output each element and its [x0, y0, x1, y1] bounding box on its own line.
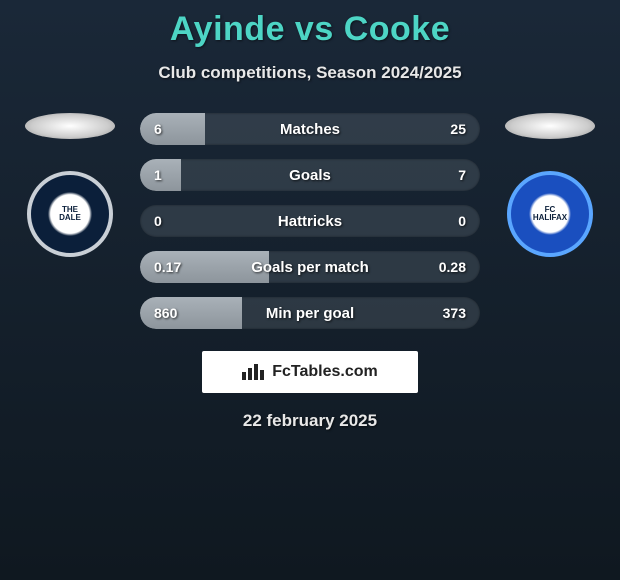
stat-right-value: 0.28	[439, 251, 466, 283]
right-player-col: FC HALIFAX	[490, 113, 610, 343]
club-badge-left-label: THE DALE	[51, 206, 90, 222]
stat-right-value: 25	[450, 113, 466, 145]
player-photo-placeholder-left	[25, 113, 115, 139]
stat-row: 860 Min per goal 373	[140, 297, 480, 329]
stat-label: Hattricks	[140, 205, 480, 237]
stat-row: 0.17 Goals per match 0.28	[140, 251, 480, 283]
stat-label: Goals	[140, 159, 480, 191]
stat-label: Min per goal	[140, 297, 480, 329]
comparison-panel: THE DALE 6 Matches 25 1 Goals 7 0 Hattri…	[0, 113, 620, 343]
stat-row: 6 Matches 25	[140, 113, 480, 145]
stat-row: 1 Goals 7	[140, 159, 480, 191]
stat-label: Goals per match	[140, 251, 480, 283]
date-label: 22 february 2025	[0, 411, 620, 431]
page-subtitle: Club competitions, Season 2024/2025	[0, 63, 620, 83]
promo-link[interactable]: FcTables.com	[202, 351, 418, 393]
stat-right-value: 7	[458, 159, 466, 191]
stat-right-value: 373	[443, 297, 466, 329]
stat-row: 0 Hattricks 0	[140, 205, 480, 237]
club-badge-left: THE DALE	[27, 171, 113, 257]
left-player-col: THE DALE	[10, 113, 130, 343]
club-badge-right-label: FC HALIFAX	[531, 206, 570, 222]
page-title: Ayinde vs Cooke	[0, 0, 620, 49]
bar-chart-icon	[242, 364, 266, 380]
player-photo-placeholder-right	[505, 113, 595, 139]
stat-label: Matches	[140, 113, 480, 145]
stat-right-value: 0	[458, 205, 466, 237]
stats-column: 6 Matches 25 1 Goals 7 0 Hattricks 0 0.1…	[140, 113, 480, 343]
promo-text: FcTables.com	[272, 363, 378, 381]
club-badge-right: FC HALIFAX	[507, 171, 593, 257]
